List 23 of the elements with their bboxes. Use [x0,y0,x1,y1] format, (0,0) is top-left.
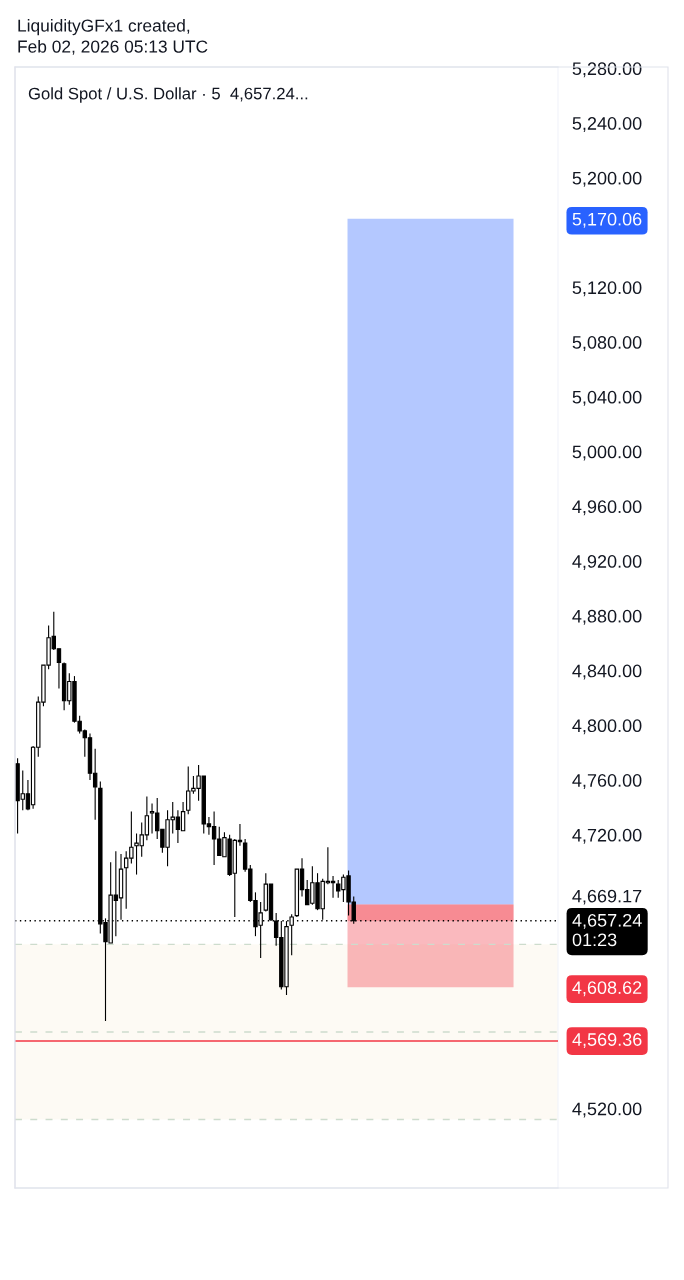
y-tick-label: 5,000.00 [572,445,642,461]
text: Gold Spot / U.S. Dollar · 5 4,657.24... [28,87,308,103]
y-tick-label: 5,080.00 [572,336,642,351]
y-tick-label: 4,720.00 [572,828,642,844]
y-tick-label: 5,040.00 [572,390,642,406]
y-tick-label: 4,840.00 [572,664,642,680]
y-tick-label: 4,760.00 [572,774,642,789]
y-tick-label: 4,608.62 [572,981,642,997]
y-tick-label: 5,240.00 [572,117,642,132]
y-tick-label: 4,880.00 [572,609,642,625]
candlestick [180,801,186,832]
y-tick-label: 5,120.00 [572,281,642,297]
ref-line-label: 4,569.36 [572,1033,642,1049]
y-tick-label: 4,960.00 [572,500,642,516]
y-tick-label: 4,800.00 [572,719,642,735]
y-tick-label: 5,170.06 [572,212,642,228]
y-tick-label: 5,280.00 [572,62,642,78]
ref-line-label: 4,657.24 01:23 [572,913,642,947]
y-tick-label: 5,200.00 [572,171,642,187]
y-tick-label: 4,920.00 [572,555,642,570]
y-tick-label: 4,669.17 [572,889,642,905]
y-tick-label: 4,520.00 [572,1102,642,1118]
text: LiquidityGFx1 created, Feb 02, 2026 05:13 UTC [18,19,208,55]
